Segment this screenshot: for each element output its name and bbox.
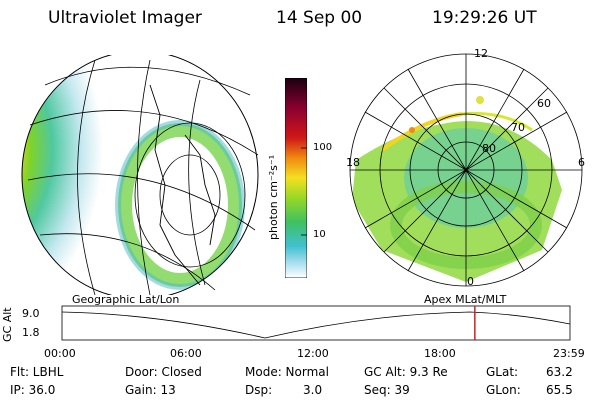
gain-info: Gain: 13 (125, 383, 176, 397)
altitude-tick-min: 1.8 (22, 326, 40, 339)
glat-label: GLat: (486, 365, 519, 379)
observation-date: 14 Sep 00 (276, 8, 363, 28)
time-tick-18-00: 18:00 (424, 347, 456, 360)
lat-label-80: 80 (482, 142, 496, 155)
mlt-label-18: 18 (346, 156, 360, 169)
colorbar-tick-10: 10 (313, 229, 326, 240)
mlt-label-12: 12 (474, 47, 488, 60)
seq-info: Seq: 39 (364, 383, 410, 397)
instrument-title: Ultraviolet Imager (48, 8, 202, 28)
dsp-value: 3.0 (303, 383, 323, 397)
lat-label-60: 60 (537, 97, 551, 110)
door-info: Door: Closed (125, 365, 202, 379)
polar-auroral-image (349, 53, 583, 287)
intensity-colorbar (285, 78, 307, 278)
dsp-label: Dsp: (245, 383, 273, 397)
filter-info: Flt: LBHL (10, 365, 64, 379)
geographic-panel-label: Geographic Lat/Lon (72, 293, 180, 306)
mlt-label-0: 0 (467, 275, 474, 288)
altitude-curve (61, 311, 571, 339)
glat-value: 63.2 (546, 365, 573, 379)
glon-label: GLon: (486, 383, 521, 397)
time-tick-00-00: 00:00 (44, 347, 76, 360)
time-tick-06-00: 06:00 (170, 347, 202, 360)
glon-value: 65.5 (546, 383, 573, 397)
colorbar-tick-100: 100 (313, 142, 333, 153)
lat-label-70: 70 (511, 121, 525, 134)
polar-panel-label: Apex MLat/MLT (424, 293, 507, 306)
gc-alt-info: GC Alt: 9.3 Re (364, 365, 448, 379)
altitude-timeline-plot (61, 305, 571, 341)
altitude-tick-max: 9.0 (22, 307, 40, 320)
mode-info: Mode: Normal (245, 365, 329, 379)
observation-time: 19:29:26 UT (432, 8, 537, 28)
ip-info: IP: 36.0 (10, 383, 56, 397)
geographic-auroral-image (21, 55, 259, 295)
colorbar-unit: photon cm⁻²s⁻¹ (267, 154, 280, 240)
time-tick-23-59: 23:59 (553, 347, 585, 360)
time-tick-12-00: 12:00 (297, 347, 329, 360)
mlt-label-6: 6 (578, 156, 585, 169)
